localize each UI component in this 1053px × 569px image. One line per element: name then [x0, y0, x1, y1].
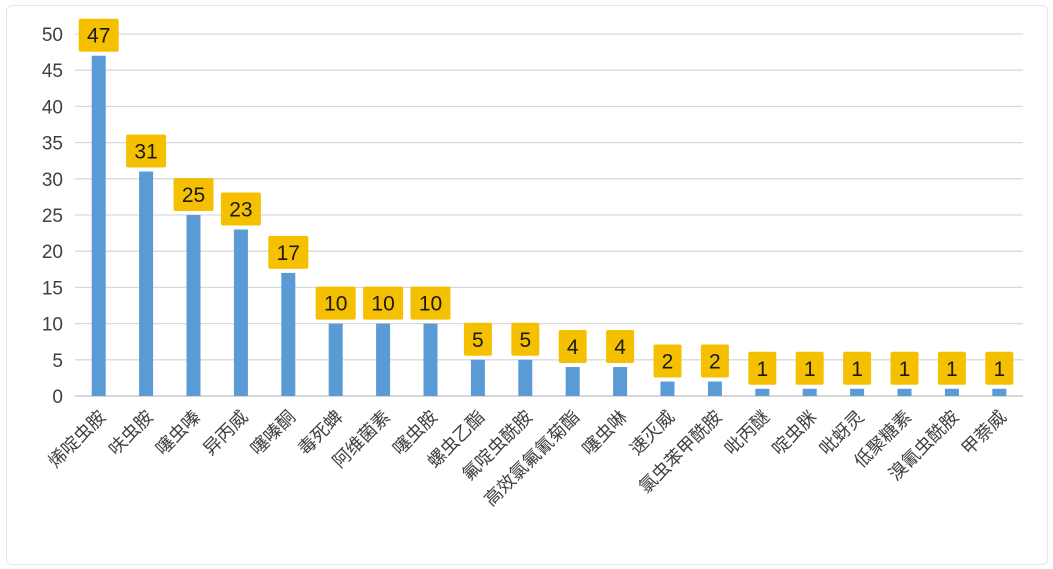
y-tick-label: 30 — [42, 170, 63, 191]
data-label: 1 — [899, 358, 911, 381]
data-label: 5 — [519, 329, 531, 352]
category-label: 呋虫胺 — [105, 407, 158, 460]
category-label: 甲萘威 — [958, 407, 1011, 460]
bar — [281, 272, 296, 396]
bar — [613, 367, 628, 396]
data-label-box — [843, 351, 872, 385]
data-label: 2 — [709, 351, 721, 374]
category-label: 吡丙醚 — [721, 407, 774, 460]
data-label-box — [511, 322, 540, 356]
y-tick-label: 20 — [42, 242, 63, 263]
data-label: 10 — [419, 293, 442, 316]
bar — [91, 55, 106, 396]
data-label: 1 — [993, 358, 1005, 381]
y-tick-label: 10 — [42, 315, 63, 336]
y-tick-label: 40 — [42, 97, 63, 118]
data-label: 25 — [182, 184, 205, 207]
y-tick-label: 15 — [42, 278, 63, 299]
y-tick-label: 35 — [42, 134, 63, 155]
y-tick-label: 45 — [42, 61, 63, 82]
data-label-box — [606, 330, 635, 364]
data-label: 4 — [614, 336, 626, 359]
bar — [518, 359, 533, 396]
bars — [91, 55, 1007, 396]
y-axis-tick-labels: 0 5 10 15 20 25 30 35 40 45 50 — [42, 25, 63, 408]
data-label-box — [363, 286, 404, 320]
category-label: 异丙威 — [199, 407, 252, 460]
data-label-box — [937, 351, 966, 385]
data-label-box — [268, 235, 309, 269]
bar — [233, 229, 248, 396]
data-label-box — [653, 344, 682, 378]
y-tick-label: 25 — [42, 206, 63, 227]
bar — [944, 388, 959, 396]
bar — [423, 323, 438, 396]
data-label: 2 — [662, 351, 674, 374]
category-label: 啶虫脒 — [768, 407, 821, 460]
chart-frame: 0 5 10 15 20 25 30 35 40 45 50 47 31 25 23 17 10 10 10 5 5 4… — [6, 5, 1048, 565]
bar — [992, 388, 1007, 396]
category-label: 噻虫嗪 — [152, 407, 205, 460]
category-label: 氯虫苯甲酰胺 — [635, 407, 726, 498]
bar — [376, 323, 391, 396]
data-label-box — [890, 351, 919, 385]
data-label: 1 — [946, 358, 958, 381]
bar — [660, 381, 675, 396]
category-label: 烯啶虫胺 — [44, 407, 110, 473]
y-tick-label: 5 — [52, 351, 63, 372]
data-label-box — [126, 134, 167, 168]
data-label-box — [220, 192, 261, 226]
data-label-box — [463, 322, 492, 356]
data-label: 47 — [87, 25, 110, 48]
data-label: 23 — [229, 198, 252, 221]
bar — [707, 381, 722, 396]
data-label: 1 — [756, 358, 768, 381]
bar — [328, 323, 343, 396]
data-label: 10 — [324, 293, 347, 316]
data-label-box — [558, 330, 587, 364]
bar — [186, 215, 201, 396]
data-label-box — [700, 344, 729, 378]
data-label: 4 — [567, 336, 579, 359]
category-label: 噻嗪酮 — [247, 407, 300, 460]
data-label: 31 — [134, 141, 157, 164]
data-label: 10 — [371, 293, 394, 316]
data-label: 5 — [472, 329, 484, 352]
gridlines — [75, 33, 1023, 397]
y-tick-label: 50 — [42, 25, 63, 46]
data-label-box — [410, 286, 451, 320]
bar — [897, 388, 912, 396]
category-label: 噻虫啉 — [579, 407, 632, 460]
data-label-box — [173, 178, 214, 211]
y-tick-label: 0 — [52, 387, 63, 408]
bar — [470, 359, 485, 396]
bar — [755, 388, 770, 396]
data-label: 17 — [277, 242, 300, 265]
data-label-box — [795, 351, 824, 385]
data-label-box — [985, 351, 1014, 385]
bar — [565, 367, 580, 396]
data-label-box — [78, 18, 119, 52]
data-label: 1 — [804, 358, 816, 381]
category-labels: 烯啶虫胺呋虫胺噻虫嗪异丙威噻嗪酮毒死蜱阿维菌素噻虫胺螺虫乙酯氟啶虫酰胺高效氯氟氰… — [44, 407, 1010, 511]
bar — [139, 171, 154, 396]
bar — [850, 388, 865, 396]
bar — [802, 388, 817, 396]
data-label: 1 — [851, 358, 863, 381]
data-label-box — [748, 351, 777, 385]
data-labels: 47 31 25 23 17 10 10 10 5 5 4 4 2 2 1 1 1 1 1 1 — [78, 18, 1014, 385]
data-label-box — [315, 286, 356, 320]
